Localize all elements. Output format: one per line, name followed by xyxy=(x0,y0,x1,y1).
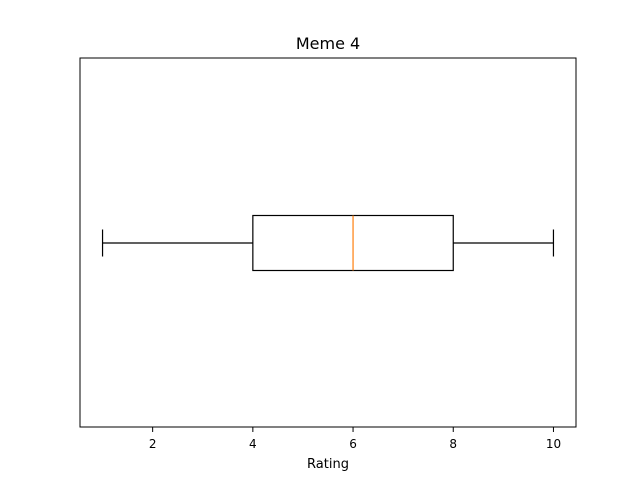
plot-area-frame xyxy=(79,57,577,428)
x-tick-label: 10 xyxy=(546,437,561,451)
chart-title: Meme 4 xyxy=(296,34,360,53)
x-tick-label: 8 xyxy=(449,437,457,451)
x-tick-label: 6 xyxy=(349,437,357,451)
x-tick-label: 4 xyxy=(249,437,257,451)
x-axis-ticks: 2 4 6 8 10 xyxy=(149,427,561,451)
x-tick-label: 2 xyxy=(149,437,157,451)
box-group xyxy=(101,214,555,272)
x-axis-label: Rating xyxy=(307,457,349,472)
